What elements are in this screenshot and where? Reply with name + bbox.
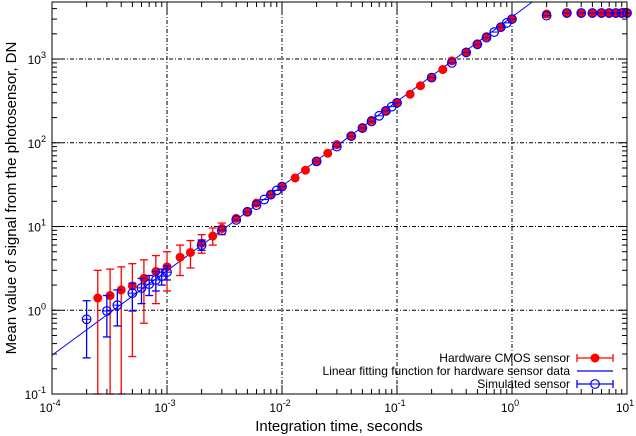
plot-frame: [51, 1, 628, 395]
hardware-data-point: [93, 293, 103, 303]
simulated-data-point: [127, 288, 138, 299]
y-tick-labels: 10-1 100 101 102 103: [25, 50, 46, 402]
simulated-data-point: [331, 141, 342, 152]
x-tick-label: 10-3: [154, 398, 175, 415]
y-tick-label: 103: [28, 50, 46, 67]
simulated-data-point: [461, 47, 472, 58]
hardware-data-point: [576, 8, 586, 18]
simulated-data-point: [392, 97, 402, 108]
simulated-data-point: [561, 8, 572, 18]
simulated-data-point: [277, 181, 287, 192]
simulated-data-point: [251, 200, 262, 211]
simulated-data-point: [357, 123, 368, 133]
simulated-data-point: [489, 27, 500, 37]
simulated-data-point: [374, 110, 385, 121]
legend-label: Linear fitting function for hardware sen…: [323, 364, 571, 378]
hardware-data-point: [415, 81, 425, 91]
simulated-data-point: [366, 116, 377, 127]
simulated-data-point: [446, 57, 457, 68]
x-tick-label: 10-4: [39, 398, 60, 415]
simulated-data-point: [311, 156, 322, 167]
x-tick-labels: 10-4 10-3 10-2 10-1 100 101: [39, 398, 634, 415]
simulated-data-point: [242, 206, 253, 217]
hardware-data-point: [596, 8, 606, 18]
y-tick-label: 100: [28, 301, 46, 318]
simulated-data-point: [541, 10, 552, 21]
hardware-data-point: [290, 173, 300, 183]
simulated-data-point: [162, 267, 172, 278]
hardware-data-point: [587, 8, 597, 18]
legend-label: Hardware CMOS sensor: [439, 351, 570, 365]
x-tick-label: 101: [616, 398, 634, 415]
grid-lines: [52, 2, 627, 394]
y-tick-label: 101: [28, 218, 46, 235]
simulated-data-point: [576, 8, 587, 18]
legend-hardware-marker: [590, 353, 600, 363]
simulated-data-point: [81, 314, 92, 325]
y-axis-title: Mean value of signal from the photosenso…: [3, 42, 20, 355]
hardware-series: [93, 8, 632, 395]
x-tick-label: 10-2: [269, 398, 290, 415]
hardware-data-point: [438, 65, 448, 75]
legend-label: Simulated sensor: [477, 377, 570, 391]
x-tick-label: 10-1: [384, 398, 405, 415]
simulated-data-point: [472, 39, 483, 50]
simulated-data-point: [231, 214, 242, 225]
y-tick-label: 102: [28, 134, 46, 151]
simulated-data-point: [216, 225, 227, 236]
hardware-data-point: [300, 165, 310, 175]
simulated-data-point: [259, 194, 270, 205]
hardware-data-point: [562, 8, 572, 18]
hardware-data-point: [323, 148, 333, 158]
simulated-series: [81, 8, 632, 359]
simulated-data-point: [507, 14, 517, 24]
simulated-data-point: [196, 240, 207, 251]
x-tick-label: 100: [501, 398, 519, 415]
simulated-data-point: [481, 32, 492, 43]
axis-ticks: [51, 2, 627, 395]
hardware-data-point: [185, 247, 195, 257]
y-tick-label: 10-1: [25, 385, 46, 402]
simulated-data-point: [426, 72, 437, 83]
simulated-data-point: [346, 131, 357, 142]
hardware-data-point: [208, 231, 218, 241]
x-axis-title: Integration time, seconds: [255, 418, 423, 435]
simulated-data-point: [101, 306, 112, 316]
simulated-data-point: [112, 300, 123, 311]
hardware-data-point: [405, 89, 415, 99]
hardware-data-point: [175, 252, 185, 262]
simulated-data-point: [136, 282, 147, 293]
